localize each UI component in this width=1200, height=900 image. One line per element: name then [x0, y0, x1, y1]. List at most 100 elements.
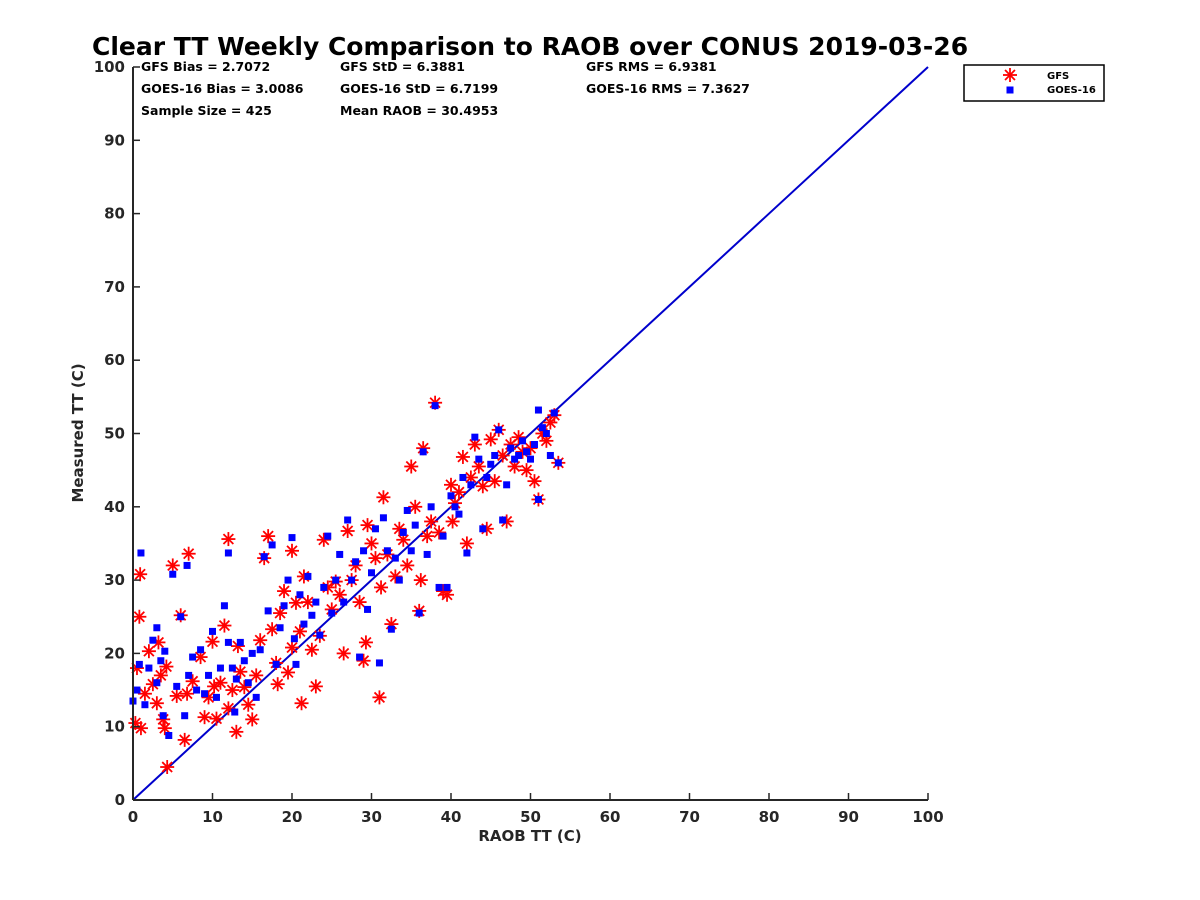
x-tick-label: 40 — [441, 808, 462, 826]
goes16-point — [197, 646, 205, 654]
goes16-point — [399, 528, 407, 536]
gfs-point — [451, 485, 466, 500]
goes16-point — [228, 664, 236, 672]
goes16-point — [391, 554, 399, 562]
goes16-point — [284, 576, 292, 584]
goes16-point — [379, 514, 387, 522]
goes16-point — [244, 679, 252, 687]
goes16-point — [348, 576, 356, 584]
goes16-point — [177, 613, 185, 621]
gfs-point — [177, 732, 192, 747]
y-tick-label: 10 — [104, 718, 125, 736]
gfs-point — [249, 668, 264, 683]
goes16-point — [308, 611, 316, 619]
goes16-point — [256, 646, 264, 654]
y-tick-label: 0 — [115, 791, 125, 809]
goes16-point — [483, 473, 491, 481]
gfs-point — [358, 635, 373, 650]
gfs-point — [253, 633, 268, 648]
y-tick-label: 40 — [104, 498, 125, 516]
gfs-point — [213, 675, 228, 690]
goes16-point — [515, 451, 523, 459]
x-tick-label: 50 — [520, 808, 541, 826]
gfs-point — [277, 584, 292, 599]
goes16-point — [236, 638, 244, 646]
gfs-point — [209, 711, 224, 726]
goes16-point — [542, 430, 550, 437]
goes16-point — [316, 631, 324, 639]
goes16-point — [443, 583, 451, 591]
gfs-point — [368, 551, 383, 566]
goes16-point — [296, 591, 304, 599]
goes16-point — [189, 653, 197, 661]
gfs-std: GFS StD = 6.3881 — [340, 59, 465, 74]
goes16-point — [550, 409, 558, 417]
gfs-point — [153, 668, 168, 683]
goes16-point — [288, 534, 296, 542]
goes16-point — [173, 682, 181, 690]
goes16-point — [447, 492, 455, 500]
goes16-point — [231, 708, 239, 716]
legend-gfs-label: GFS — [1047, 71, 1069, 82]
goes16-series — [129, 402, 562, 739]
gfs-point — [165, 558, 180, 573]
gfs-point — [440, 587, 455, 602]
goes16-point — [232, 675, 240, 683]
x-tick-label: 100 — [912, 808, 943, 826]
legend-box — [963, 64, 1105, 102]
x-tick-label: 80 — [759, 808, 780, 826]
gfs-point — [285, 543, 299, 558]
gfs-point — [294, 696, 309, 711]
goes16-point — [340, 598, 348, 606]
chart-title: Clear TT Weekly Comparison to RAOB over … — [92, 32, 968, 61]
goes16-point — [352, 558, 360, 566]
goes16-point — [459, 473, 467, 481]
legend-goes16-marker — [1006, 86, 1014, 94]
goes16-std: GOES-16 StD = 6.7199 — [340, 81, 498, 96]
y-tick-label: 100 — [94, 58, 125, 76]
gfs-point — [483, 432, 498, 447]
gfs-bias: GFS Bias = 2.7072 — [141, 59, 270, 74]
gfs-point — [475, 479, 490, 494]
goes16-point — [141, 701, 149, 709]
gfs-point — [340, 523, 355, 538]
goes16-point — [276, 624, 284, 632]
goes16-point — [451, 503, 459, 511]
gfs-point — [149, 696, 164, 711]
goes16-point — [534, 406, 542, 414]
goes16-point — [216, 664, 224, 672]
goes16-point — [240, 657, 248, 665]
gfs-point — [336, 646, 351, 661]
gfs-point — [197, 710, 212, 725]
x-tick-label: 60 — [600, 808, 621, 826]
goes16-point — [530, 440, 538, 448]
goes16-point — [328, 609, 336, 617]
goes16-point — [523, 448, 531, 456]
goes16-point — [419, 448, 427, 456]
gfs-point — [133, 721, 148, 736]
goes16-point — [495, 426, 503, 434]
gfs-point — [376, 490, 391, 505]
x-tick-label: 20 — [282, 808, 303, 826]
gfs-point — [141, 644, 156, 659]
gfs-point — [160, 760, 175, 775]
y-tick-label: 70 — [104, 278, 125, 296]
gfs-point — [137, 686, 152, 701]
goes16-bias: GOES-16 Bias = 3.0086 — [141, 81, 304, 96]
legend-goes16-label: GOES-16 — [1047, 85, 1096, 96]
goes16-point — [300, 620, 308, 628]
goes16-point — [264, 607, 272, 615]
goes16-point — [212, 693, 220, 701]
sample-size: Sample Size = 425 — [141, 103, 272, 118]
plot-area: 0 10 20 30 40 50 60 70 80 90 100 0 10 20 30 40 50 60 70 80… — [94, 58, 944, 826]
goes16-point — [290, 635, 298, 643]
gfs-point — [221, 532, 236, 547]
goes16-point — [248, 649, 256, 657]
gfs-point — [400, 558, 415, 573]
y-axis-label: Measured TT (C) — [69, 363, 87, 502]
gfs-point — [360, 518, 375, 533]
x-axis-label: RAOB TT (C) — [478, 827, 581, 845]
gfs-point — [308, 679, 323, 694]
goes16-point — [491, 451, 499, 459]
